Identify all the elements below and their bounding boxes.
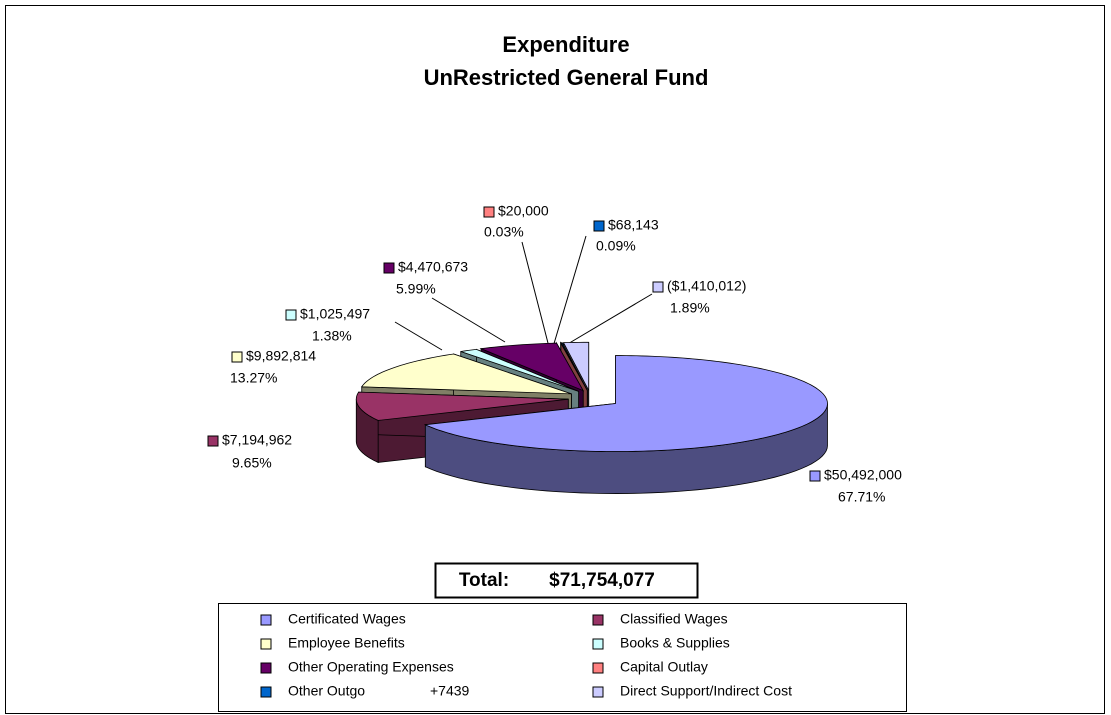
slice-top bbox=[559, 342, 588, 391]
legend-key bbox=[260, 638, 272, 650]
leader-lines bbox=[394, 235, 653, 351]
leader-line bbox=[552, 235, 587, 348]
pie bbox=[355, 341, 828, 494]
legend-items: Certificated Wages Classified Wages Employ… bbox=[260, 611, 792, 699]
percent-label: 9.65% bbox=[232, 455, 272, 471]
label-key bbox=[383, 262, 395, 274]
legend-label: Other Outgo bbox=[288, 683, 365, 699]
percent-label: 67.71% bbox=[838, 489, 885, 505]
legend-key bbox=[592, 614, 604, 626]
total-label: Total: bbox=[459, 570, 509, 591]
legend-label: Certificated Wages bbox=[288, 611, 406, 627]
legend-label: Employee Benefits bbox=[288, 635, 405, 651]
legend-key bbox=[592, 638, 604, 650]
percent-label: 5.99% bbox=[396, 281, 436, 297]
label-key bbox=[285, 309, 297, 321]
slice-top bbox=[423, 355, 828, 452]
legend-key bbox=[592, 662, 604, 674]
slice bbox=[423, 355, 828, 494]
value-label: $9,892,814 bbox=[246, 348, 316, 364]
leader-line bbox=[521, 241, 550, 348]
legend-label: Direct Support/Indirect Cost bbox=[620, 683, 792, 699]
slice-top bbox=[460, 348, 579, 392]
slice-top bbox=[562, 341, 590, 391]
total-box bbox=[434, 562, 699, 599]
slice-top bbox=[360, 353, 572, 395]
percent-label: 13.27% bbox=[230, 370, 277, 386]
label-key bbox=[593, 220, 605, 232]
value-label: $1,025,497 bbox=[300, 306, 370, 322]
legend-label: Other Operating Expenses bbox=[288, 659, 454, 675]
data-labels: $50,492,000 67.71% $7,194,962 9.65% $9,892,8… bbox=[207, 203, 902, 505]
legend bbox=[218, 603, 907, 712]
legend-label: Classified Wages bbox=[620, 611, 728, 627]
value-label: $7,194,962 bbox=[222, 432, 292, 448]
legend-key bbox=[260, 662, 272, 674]
legend-key bbox=[260, 686, 272, 698]
legend-key bbox=[260, 614, 272, 626]
percent-label: 1.38% bbox=[312, 328, 352, 344]
label-key bbox=[483, 206, 495, 218]
slice-top bbox=[355, 391, 569, 421]
leader-line bbox=[394, 321, 443, 351]
value-label: $4,470,673 bbox=[398, 259, 468, 275]
leader-line bbox=[565, 293, 653, 346]
label-key bbox=[809, 470, 821, 482]
legend-label: Capital Outlay bbox=[620, 659, 708, 675]
chart-title: Expenditure bbox=[502, 32, 629, 57]
percent-label: 0.03% bbox=[484, 224, 524, 240]
legend-key bbox=[592, 686, 604, 698]
legend-note: +7439 bbox=[430, 683, 470, 699]
total-value: $71,754,077 bbox=[549, 570, 655, 591]
label-key bbox=[207, 435, 219, 447]
leader-line bbox=[431, 297, 506, 343]
chart-subtitle: UnRestricted General Fund bbox=[424, 65, 709, 90]
label-key bbox=[231, 351, 243, 363]
percent-label: 0.09% bbox=[596, 238, 636, 254]
value-label: $68,143 bbox=[608, 217, 659, 233]
slice-top bbox=[479, 342, 585, 392]
value-label: $20,000 bbox=[498, 203, 549, 219]
label-key bbox=[652, 281, 664, 293]
value-label: ($1,410,012) bbox=[667, 278, 746, 294]
percent-label: 1.89% bbox=[670, 300, 710, 316]
value-label: $50,492,000 bbox=[824, 467, 902, 483]
legend-label: Books & Supplies bbox=[620, 635, 730, 651]
